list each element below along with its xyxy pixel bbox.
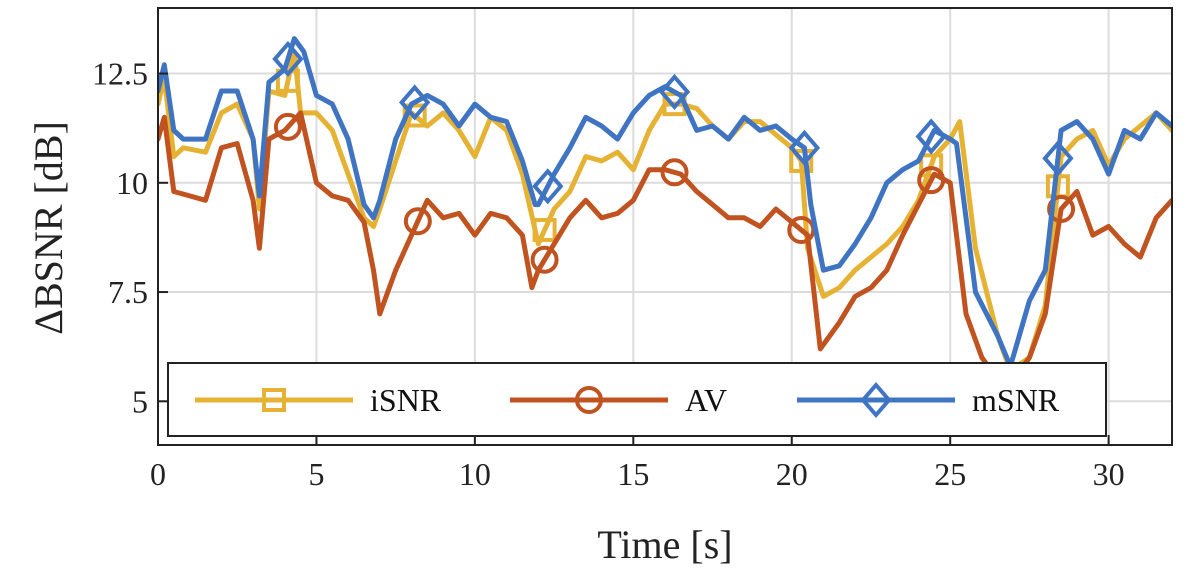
legend-item-isnr: iSNR [195,382,442,418]
y-tick-label: 12.5 [92,56,148,92]
x-tick-label: 30 [1093,456,1125,492]
plot-frame [157,7,1173,446]
circle-marker [530,245,559,274]
circle-marker [917,166,946,195]
x-tick-label: 0 [150,456,166,492]
legend-item-av: AV [510,382,727,418]
legend-label: iSNR [370,382,442,418]
diamond-marker [532,168,564,205]
diamond-marker [788,129,821,166]
square-marker [532,217,557,242]
x-tick-label: 20 [776,456,808,492]
legend-label: mSNR [972,382,1060,418]
diamond-marker [399,84,431,121]
x-tick-label: 25 [934,456,966,492]
x-axis-label: Time [s] [597,522,732,567]
circle-marker [660,158,689,187]
series-line-msnr [158,36,1172,369]
x-tick-label: 5 [308,456,324,492]
legend-square-marker [262,388,286,412]
series-msnr [158,36,1172,369]
x-tick-label: 10 [459,456,491,492]
diamond-marker [658,73,691,110]
diamond-marker [272,40,304,78]
x-tick-label: 15 [617,456,649,492]
circle-marker [1047,195,1076,224]
legend-diamond-marker [860,381,892,419]
square-marker [275,68,300,93]
legend-item-msnr: mSNR [797,381,1060,419]
legend: iSNR AV mSNR [167,362,1107,437]
tick-labels: 0 5 10 15 20 25 30 5 7.5 10 12.5 [92,56,1125,492]
circle-marker [403,207,432,236]
circle-marker [273,112,302,141]
diamond-marker [915,118,947,155]
legend-label: AV [685,382,727,418]
y-tick-label: 7.5 [108,274,148,310]
diamond-marker [1042,140,1074,177]
legend-circle-marker [575,386,603,414]
series-layer [158,36,1172,387]
square-marker [789,148,814,173]
y-tick-label: 10 [116,165,148,201]
y-axis-label: ΔBSNR [dB] [26,121,71,335]
y-tick-label: 5 [132,383,148,419]
